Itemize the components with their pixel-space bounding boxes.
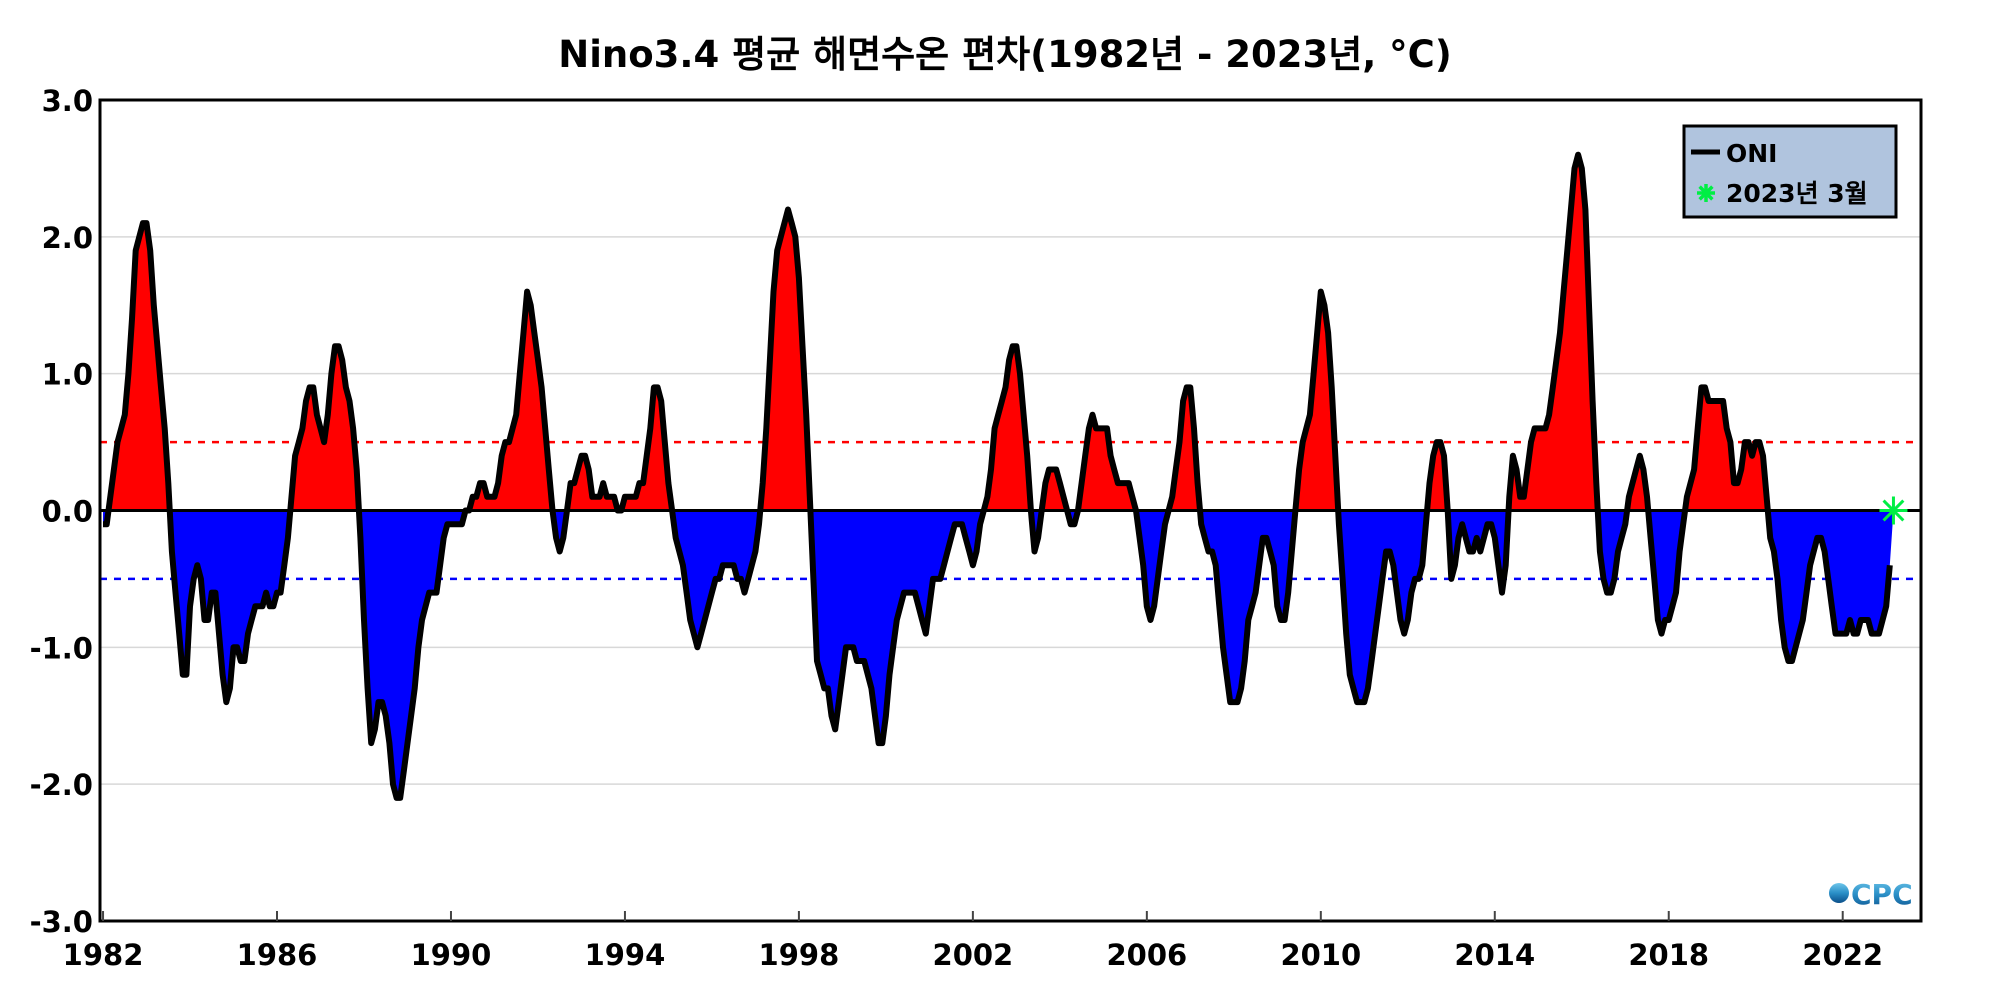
negative-anomaly-area [103,510,1894,798]
x-axis-ticks: 1982 1986 1990 1994 1998 2002 2006 2010 2014 2018… [63,911,1883,972]
x-tick-label: 1986 [237,938,318,972]
asterisk-stroke [1698,185,1714,201]
chart-title: Nino3.4 평균 해면수온 편차(1982년 - 2023년, °C) [558,33,1451,76]
marker-2023-03 [1879,496,1908,525]
x-tick-label: 2006 [1106,938,1187,972]
y-tick-label: 1.0 [42,358,93,392]
x-tick-label: 1994 [585,938,666,972]
legend-label-oni: ONI [1726,139,1777,168]
x-tick-label: 2018 [1628,938,1709,972]
y-tick-label: 0.0 [42,495,93,529]
anomaly-fills [103,154,1894,798]
y-tick-label: -1.0 [30,631,93,665]
x-tick-label: 1990 [411,938,492,972]
cpc-logo-text: CPC [1851,878,1913,911]
x-tick-label: 1982 [63,938,144,972]
cpc-logo: CPC [1829,878,1913,911]
x-tick-label: 2014 [1454,938,1535,972]
legend: ONI 2023년 3월 [1682,124,1898,219]
y-tick-label: 2.0 [42,221,93,255]
x-tick-label: 2010 [1280,938,1361,972]
y-axis-ticks: 3.0 2.0 1.0 0.0 -1.0 -2.0 -3.0 [30,84,93,939]
asterisk-stroke [1882,499,1905,522]
oni-line [103,151,1893,801]
x-tick-label: 2002 [933,938,1014,972]
asterisk-icon [1697,184,1715,202]
plot-frame [98,98,1923,923]
x-tick-label: 2022 [1802,938,1883,972]
x-tick-label: 1998 [759,938,840,972]
positive-anomaly-area [103,154,1894,511]
oni-line-group [100,151,1921,801]
legend-asterisk-icon [1697,184,1715,202]
legend-label-marker: 2023년 3월 [1726,179,1868,208]
y-tick-label: -2.0 [30,768,93,802]
legend-box [1682,124,1898,219]
y-tick-label: -3.0 [30,905,93,939]
axes [98,98,1923,923]
threshold-lines [100,440,1921,581]
y-tick-label: 3.0 [42,84,93,118]
